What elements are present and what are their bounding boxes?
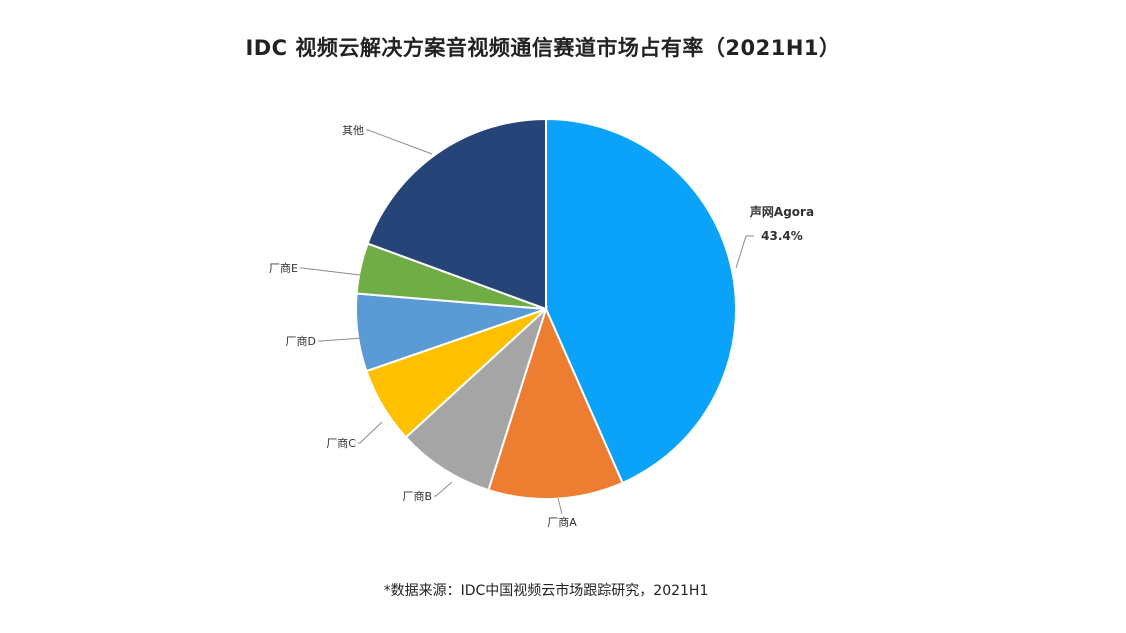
slice-label: 厂商D [286,334,316,348]
leader-line [366,129,433,155]
leader-line [358,421,383,444]
slice-label: 厂商A [547,515,577,529]
chart-title: IDC 视频云解决方案音视频通信赛道市场占有率（2021H1） [245,36,841,60]
slice-value-label: 43.4% [761,229,803,243]
pie-slice [545,117,737,485]
slice-label: 厂商E [269,261,298,275]
pie-slice [487,306,624,500]
leader-line [300,267,361,276]
leader-line [735,235,754,269]
leader-line [318,337,365,342]
pie-slice [366,117,547,311]
leader-line [557,497,563,515]
slice-label: 厂商C [326,436,356,450]
pie-slices [355,117,737,500]
leader-lines [300,129,754,515]
source-note: *数据来源：IDC中国视频云市场跟踪研究，2021H1 [383,583,709,599]
slice-labels: 声网Agora 43.4% 厂商A 厂商B 厂商C 厂商D 厂商E 其他 [269,124,814,529]
slice-label: 厂商B [402,489,432,503]
pie-slice [404,305,549,492]
slice-label: 其他 [342,124,364,137]
leader-line [434,481,453,497]
slice-label: 声网Agora [749,204,814,219]
